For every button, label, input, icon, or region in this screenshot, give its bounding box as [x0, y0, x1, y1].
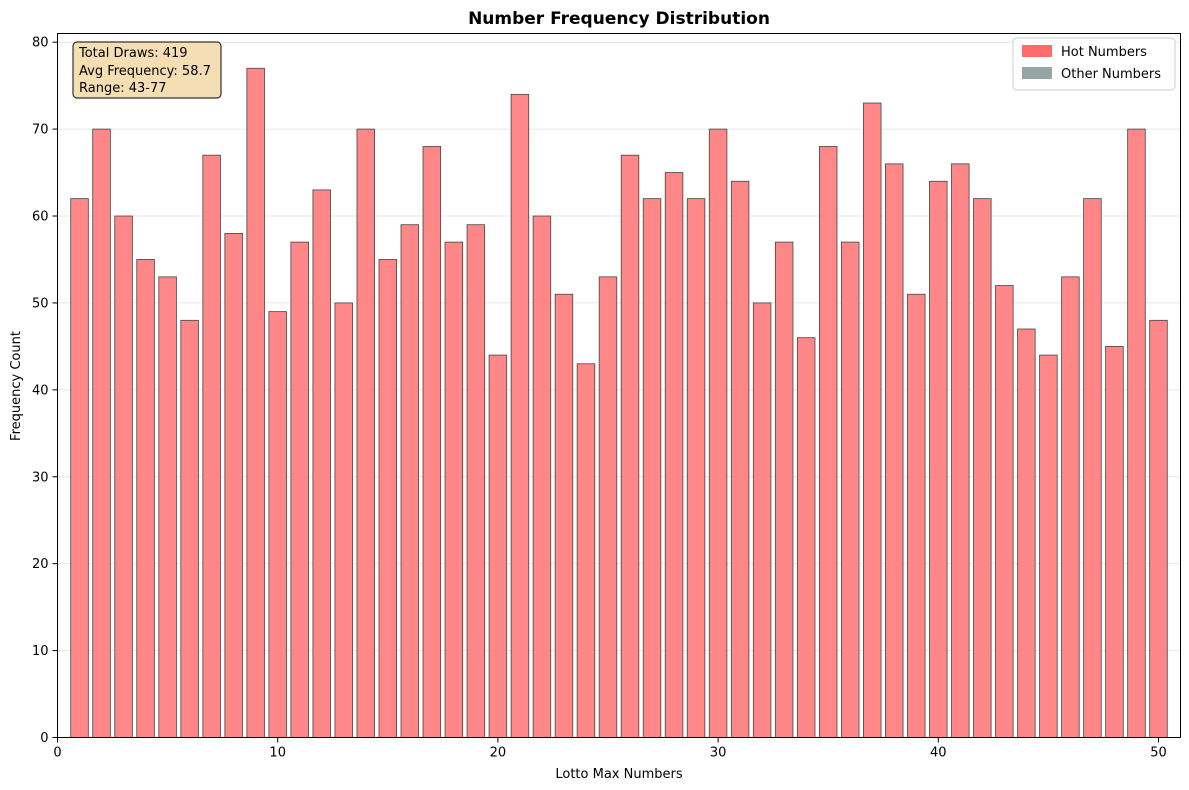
bar-number-22	[532, 215, 552, 738]
bar-number-13	[334, 302, 353, 738]
bar-number-25	[598, 276, 618, 738]
bar-number-46	[1061, 276, 1080, 738]
y-tick-label-20: 20	[32, 557, 49, 572]
bar-number-17	[422, 146, 442, 738]
stats-range: Range: 43-77	[79, 81, 167, 96]
x-tick-label-50: 50	[1150, 746, 1167, 761]
bar-number-43	[995, 285, 1014, 738]
bar-number-50	[1149, 319, 1168, 738]
bar-number-20	[488, 354, 508, 738]
bar-number-48	[1105, 345, 1124, 738]
bar-number-18	[444, 241, 464, 738]
x-tick-label-40: 40	[930, 746, 947, 761]
bar-number-33	[774, 241, 794, 738]
bar-number-24	[576, 363, 596, 738]
bar-number-31	[730, 180, 750, 738]
bar-number-16	[400, 224, 420, 738]
bar-number-10	[268, 311, 287, 738]
bar-number-41	[951, 163, 970, 738]
bar-number-2	[92, 128, 111, 738]
axis-ticks: 0 10 20 30 40 50 0 10 20 30 40 50 60 70 80	[32, 36, 1167, 761]
bar-number-39	[907, 293, 926, 738]
plot-frame	[57, 33, 1181, 738]
bar-number-19	[466, 224, 486, 738]
legend-swatch-other	[1022, 67, 1052, 79]
bar-number-27	[642, 198, 662, 738]
bar-number-12	[312, 189, 331, 738]
y-tick-label-10: 10	[32, 644, 49, 659]
x-tick-label-0: 0	[53, 746, 61, 761]
bar-number-45	[1039, 354, 1058, 738]
bar-number-36	[840, 241, 860, 738]
bar-number-8	[224, 233, 243, 738]
chart-title: Number Frequency Distribution	[468, 9, 770, 29]
bar-number-37	[863, 102, 882, 738]
y-tick-label-60: 60	[32, 210, 49, 225]
bar-number-14	[356, 128, 375, 738]
stats-box-background	[72, 41, 222, 99]
bar-number-30	[708, 128, 728, 738]
bar-number-44	[1017, 328, 1036, 738]
bar-number-5	[158, 276, 177, 738]
bar-number-34	[796, 337, 816, 738]
y-tick-label-80: 80	[32, 36, 49, 51]
legend-label-hot: Hot Numbers	[1061, 45, 1147, 60]
stats-avg-frequency: Avg Frequency: 58.7	[79, 64, 211, 79]
x-tick-label-30: 30	[710, 746, 727, 761]
bar-number-49	[1127, 128, 1146, 738]
bar-number-9	[246, 67, 265, 738]
x-tick-label-20: 20	[490, 746, 507, 761]
bar-number-23	[554, 293, 574, 738]
y-tick-label-70: 70	[32, 123, 49, 138]
bar-number-1	[70, 198, 89, 738]
bar-number-11	[290, 241, 309, 738]
bar-number-29	[686, 198, 706, 738]
bars-group	[70, 67, 1168, 738]
legend: Hot Numbers Other Numbers	[1012, 37, 1176, 91]
legend-swatch-hot	[1022, 45, 1052, 57]
bar-number-7	[202, 154, 221, 738]
bar-number-47	[1083, 198, 1102, 738]
bar-number-40	[929, 180, 948, 738]
bar-number-4	[136, 259, 155, 738]
x-axis-label: Lotto Max Numbers	[555, 767, 682, 782]
bar-number-38	[885, 163, 904, 738]
stats-box: Total Draws: 419 Avg Frequency: 58.7 Ran…	[72, 41, 222, 99]
bar-number-3	[114, 215, 133, 738]
bar-number-42	[973, 198, 992, 738]
y-tick-label-40: 40	[32, 383, 49, 398]
grid-lines	[57, 41, 1181, 738]
legend-label-other: Other Numbers	[1061, 67, 1161, 82]
bar-number-35	[818, 146, 838, 738]
bar-number-15	[378, 259, 398, 738]
y-tick-label-30: 30	[32, 470, 49, 485]
bar-number-21	[510, 93, 530, 738]
y-tick-label-50: 50	[32, 296, 49, 311]
bar-number-26	[620, 154, 640, 738]
y-tick-label-0: 0	[40, 731, 48, 746]
x-tick-label-10: 10	[269, 746, 286, 761]
stats-total-draws: Total Draws: 419	[78, 46, 188, 61]
bar-number-6	[180, 319, 199, 738]
bar-number-32	[752, 302, 772, 738]
legend-frame	[1012, 37, 1176, 91]
y-axis-label: Frequency Count	[9, 331, 24, 441]
bar-number-28	[664, 172, 684, 738]
